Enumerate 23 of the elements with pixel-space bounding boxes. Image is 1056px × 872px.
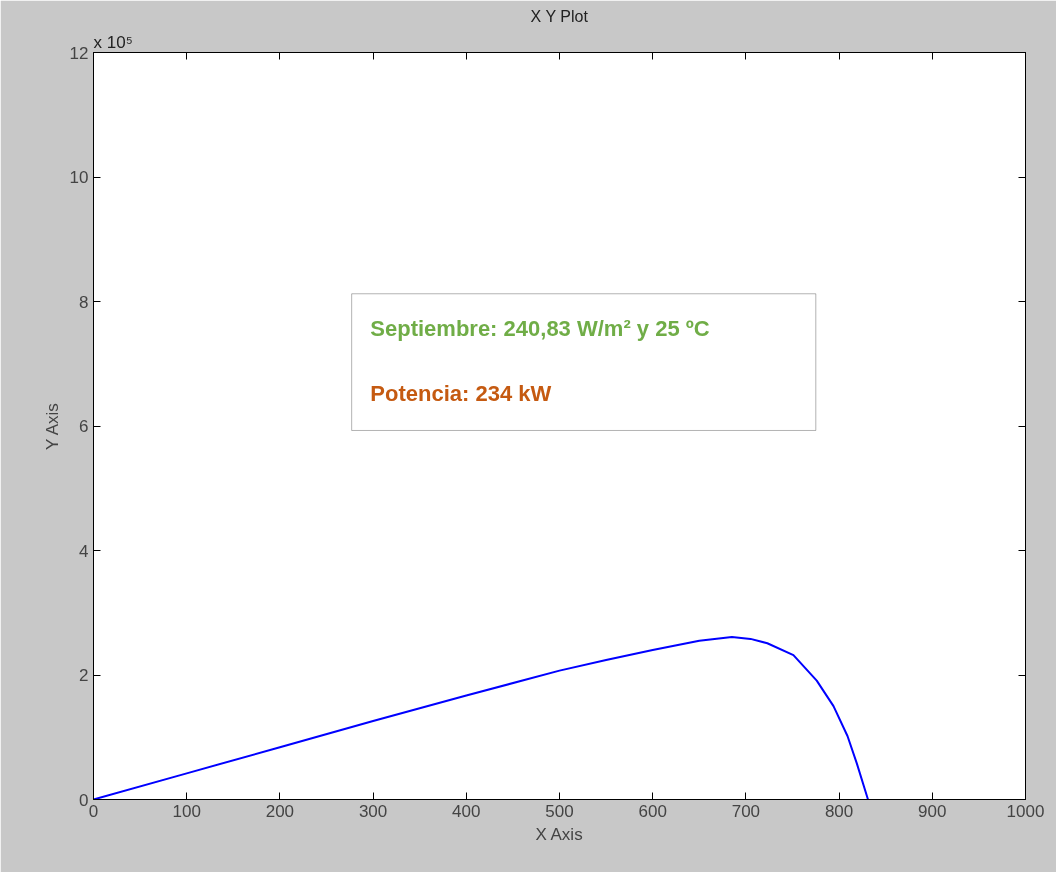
- x-tick-label: 700: [731, 801, 761, 821]
- y-tick-label: 2: [79, 666, 89, 685]
- x-tick-label: 900: [918, 801, 947, 821]
- x-tick-label: 300: [358, 801, 388, 821]
- x-tick-label: 600: [638, 801, 667, 821]
- y-axis-title: Y Axis: [42, 403, 62, 451]
- y-tick-label: 8: [79, 292, 89, 312]
- y-tick-label: 12: [69, 43, 89, 63]
- line-series: [93, 636, 869, 800]
- y-tick-label: 6: [79, 417, 89, 436]
- annotation: Potencia: 234 kW: [370, 381, 552, 407]
- y-tick-label: 4: [79, 541, 89, 561]
- x-tick-label: 200: [265, 801, 295, 821]
- x-tick-label: 100: [172, 801, 201, 821]
- text: x 10⁵: [93, 32, 133, 52]
- x-tick-label: 500: [545, 801, 574, 821]
- y-tick-label: 10: [69, 168, 89, 187]
- x-tick-label: 1000: [1006, 801, 1045, 821]
- x-axis-title: X Axis: [535, 824, 583, 844]
- x-tick-label: 800: [824, 801, 854, 821]
- annotation: Septiembre: 240,83 W/m² y 25 ºC: [370, 315, 710, 341]
- chart-title: X Y Plot: [530, 7, 589, 25]
- x-tick-label: 400: [452, 801, 481, 821]
